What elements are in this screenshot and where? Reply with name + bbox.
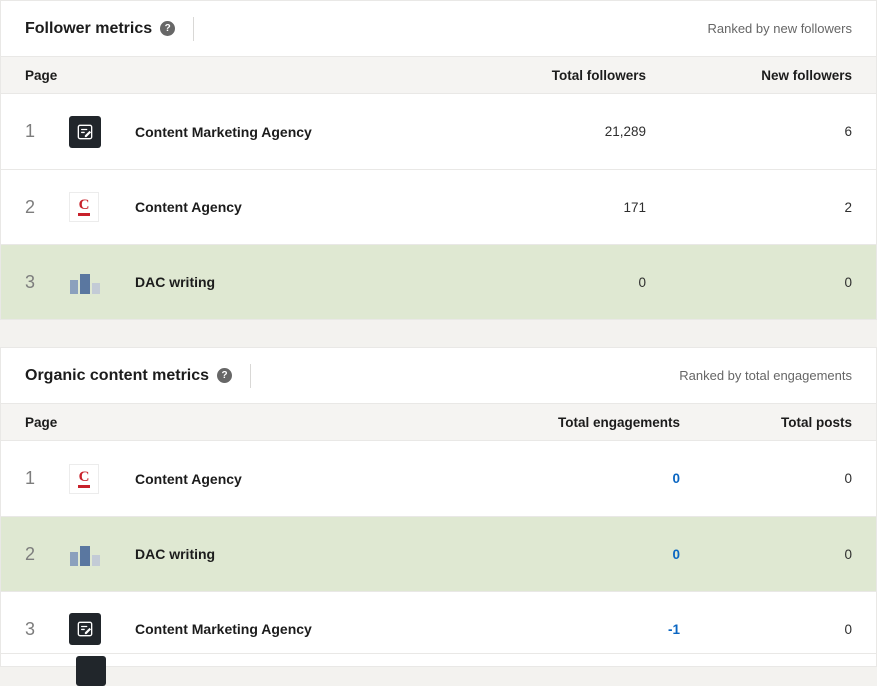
total-engagements-link[interactable]: -1: [667, 621, 680, 637]
rank-number: 1: [25, 468, 36, 488]
help-icon[interactable]: ?: [160, 21, 176, 36]
table-row[interactable]: 2 C Content Agency 171 2: [1, 169, 876, 244]
page-name: Content Agency: [135, 470, 242, 487]
rank-number: 2: [25, 196, 36, 217]
organic-table-header: Page Total engagements Total posts: [1, 403, 876, 441]
content-marketing-agency-logo-icon: [69, 613, 101, 645]
ranked-by-label: Ranked by new followers: [707, 21, 852, 36]
column-page: Page: [25, 67, 58, 83]
total-posts-value: 0: [844, 546, 852, 562]
rank-number: 3: [25, 618, 36, 639]
column-total-posts: Total posts: [780, 414, 852, 430]
header-divider: [193, 16, 195, 41]
total-followers-value: 171: [623, 199, 646, 215]
follower-metrics-card: Follower metrics ? Ranked by new followe…: [0, 0, 877, 320]
follower-metrics-title: Follower metrics: [25, 19, 153, 37]
organic-metrics-title: Organic content metrics: [25, 366, 210, 384]
new-followers-value: 6: [844, 124, 852, 139]
column-page: Page: [25, 414, 58, 430]
followers-table-header: Page Total followers New followers: [1, 56, 876, 94]
new-followers-value: 2: [844, 199, 852, 215]
table-row[interactable]: 1 Content Marketing Agency 21,289 6: [1, 94, 876, 169]
content-agency-logo-icon: C: [69, 463, 99, 494]
table-row-highlighted[interactable]: 2 DAC writing 0 0: [1, 516, 876, 591]
dac-writing-logo-icon: [69, 266, 101, 298]
total-engagements-link[interactable]: 0: [672, 546, 680, 562]
page-name: DAC writing: [135, 274, 216, 290]
column-new-followers: New followers: [761, 67, 852, 83]
page-name: Content Agency: [135, 199, 242, 215]
table-row[interactable]: 1 C Content Agency 0 0: [1, 441, 876, 516]
total-followers-value: 0: [638, 274, 646, 290]
column-total-followers: Total followers: [551, 67, 646, 83]
follower-metrics-header: Follower metrics ? Ranked by new followe…: [1, 1, 876, 56]
total-followers-value: 21,289: [604, 124, 646, 139]
header-divider: [250, 363, 252, 388]
content-marketing-agency-logo-icon: [69, 115, 101, 148]
dac-writing-logo-icon: [69, 538, 101, 570]
ranked-by-label: Ranked by total engagements: [679, 368, 852, 383]
organic-metrics-header: Organic content metrics ? Ranked by tota…: [1, 348, 876, 403]
total-posts-value: 0: [844, 471, 852, 486]
rank-number: 1: [25, 121, 36, 141]
rank-number: 3: [25, 271, 36, 292]
new-followers-value: 0: [844, 274, 852, 290]
page-name: Content Marketing Agency: [135, 123, 312, 140]
rank-number: 2: [25, 543, 36, 564]
partially-visible-row: [1, 653, 876, 686]
total-engagements-link[interactable]: 0: [672, 471, 680, 486]
total-posts-value: 0: [844, 621, 852, 637]
page-name: Content Marketing Agency: [135, 621, 312, 637]
column-total-engagements: Total engagements: [557, 414, 680, 430]
table-row-highlighted[interactable]: 3 DAC writing 0 0: [1, 244, 876, 319]
content-agency-logo-icon: C: [69, 192, 99, 222]
help-icon[interactable]: ?: [217, 368, 233, 383]
page-name: DAC writing: [135, 546, 216, 562]
organic-content-metrics-card: Organic content metrics ? Ranked by tota…: [0, 347, 877, 667]
